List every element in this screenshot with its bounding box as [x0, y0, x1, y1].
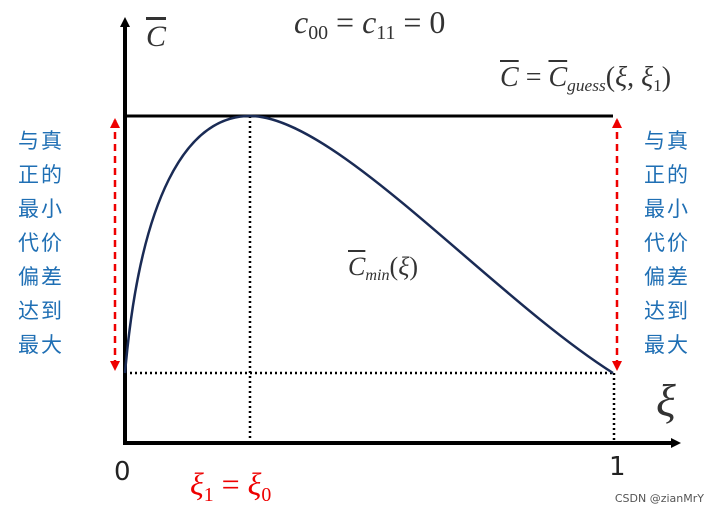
note-line: 偏差: [18, 265, 64, 289]
formula-part: 11: [376, 21, 396, 44]
guess-formula: C = Cguess(ξ, ξ1): [500, 64, 671, 95]
optimum-formula: ξ1 = ξ0: [190, 468, 271, 506]
formula-part: ): [661, 62, 672, 93]
note-line: 与真: [18, 129, 64, 153]
formula-part: (: [389, 252, 399, 281]
note-line: 偏差: [644, 265, 690, 289]
note-line: 代价: [644, 231, 690, 255]
formula-part: C: [548, 62, 568, 93]
formula-part: min: [365, 266, 390, 284]
formula-part: ξ: [398, 252, 410, 281]
formula-part: ξ: [247, 466, 262, 502]
note-line: 与真: [644, 129, 690, 153]
min-cost-curve: [123, 114, 614, 375]
formula-part: =: [213, 466, 248, 502]
y-axis-label: C: [146, 22, 166, 52]
note-line: 最小: [644, 197, 690, 221]
left-note: 与真正的最小代价偏差达到最大: [18, 124, 64, 362]
formula-part: ξ: [615, 62, 628, 93]
x-tick-label: 1: [609, 452, 626, 482]
formula-part: ): [409, 252, 418, 281]
note-line: 最大: [18, 333, 64, 357]
footer: CSDN @zianMrY: [614, 492, 704, 505]
note-line: 最小: [18, 197, 64, 221]
formula-part: 1: [653, 76, 662, 96]
note-line: 正的: [18, 163, 64, 187]
note-line: 代价: [18, 231, 64, 255]
formula-part: C: [146, 20, 167, 53]
formula-part: C: [500, 62, 519, 93]
formula-part: ξ: [641, 62, 654, 93]
note-line: 达到: [644, 299, 690, 323]
min-formula: Cmin(ξ): [348, 254, 418, 284]
formula-part: 1: [203, 483, 214, 506]
note-line: 最大: [644, 333, 690, 357]
x-axis-label: ξ: [656, 375, 676, 426]
right-note: 与真正的最小代价偏差达到最大: [644, 124, 690, 362]
formula-part: 00: [308, 21, 329, 44]
formula-part: 0: [261, 483, 272, 506]
formula-part: =: [328, 4, 363, 40]
formula-part: ξ: [190, 466, 204, 502]
formula-part: = 0: [395, 4, 446, 40]
formula-part: c: [294, 4, 309, 40]
condition-formula: c00 = c11 = 0: [294, 6, 445, 44]
formula-part: c: [362, 4, 377, 40]
note-line: 达到: [18, 299, 64, 323]
note-line: 正的: [644, 163, 690, 187]
formula-part: ,: [627, 62, 642, 93]
formula-part: guess: [567, 76, 606, 96]
formula-part: C: [348, 252, 366, 281]
formula-part: =: [518, 62, 549, 93]
formula-part: (: [605, 62, 616, 93]
x-tick-label: 0: [114, 457, 131, 487]
